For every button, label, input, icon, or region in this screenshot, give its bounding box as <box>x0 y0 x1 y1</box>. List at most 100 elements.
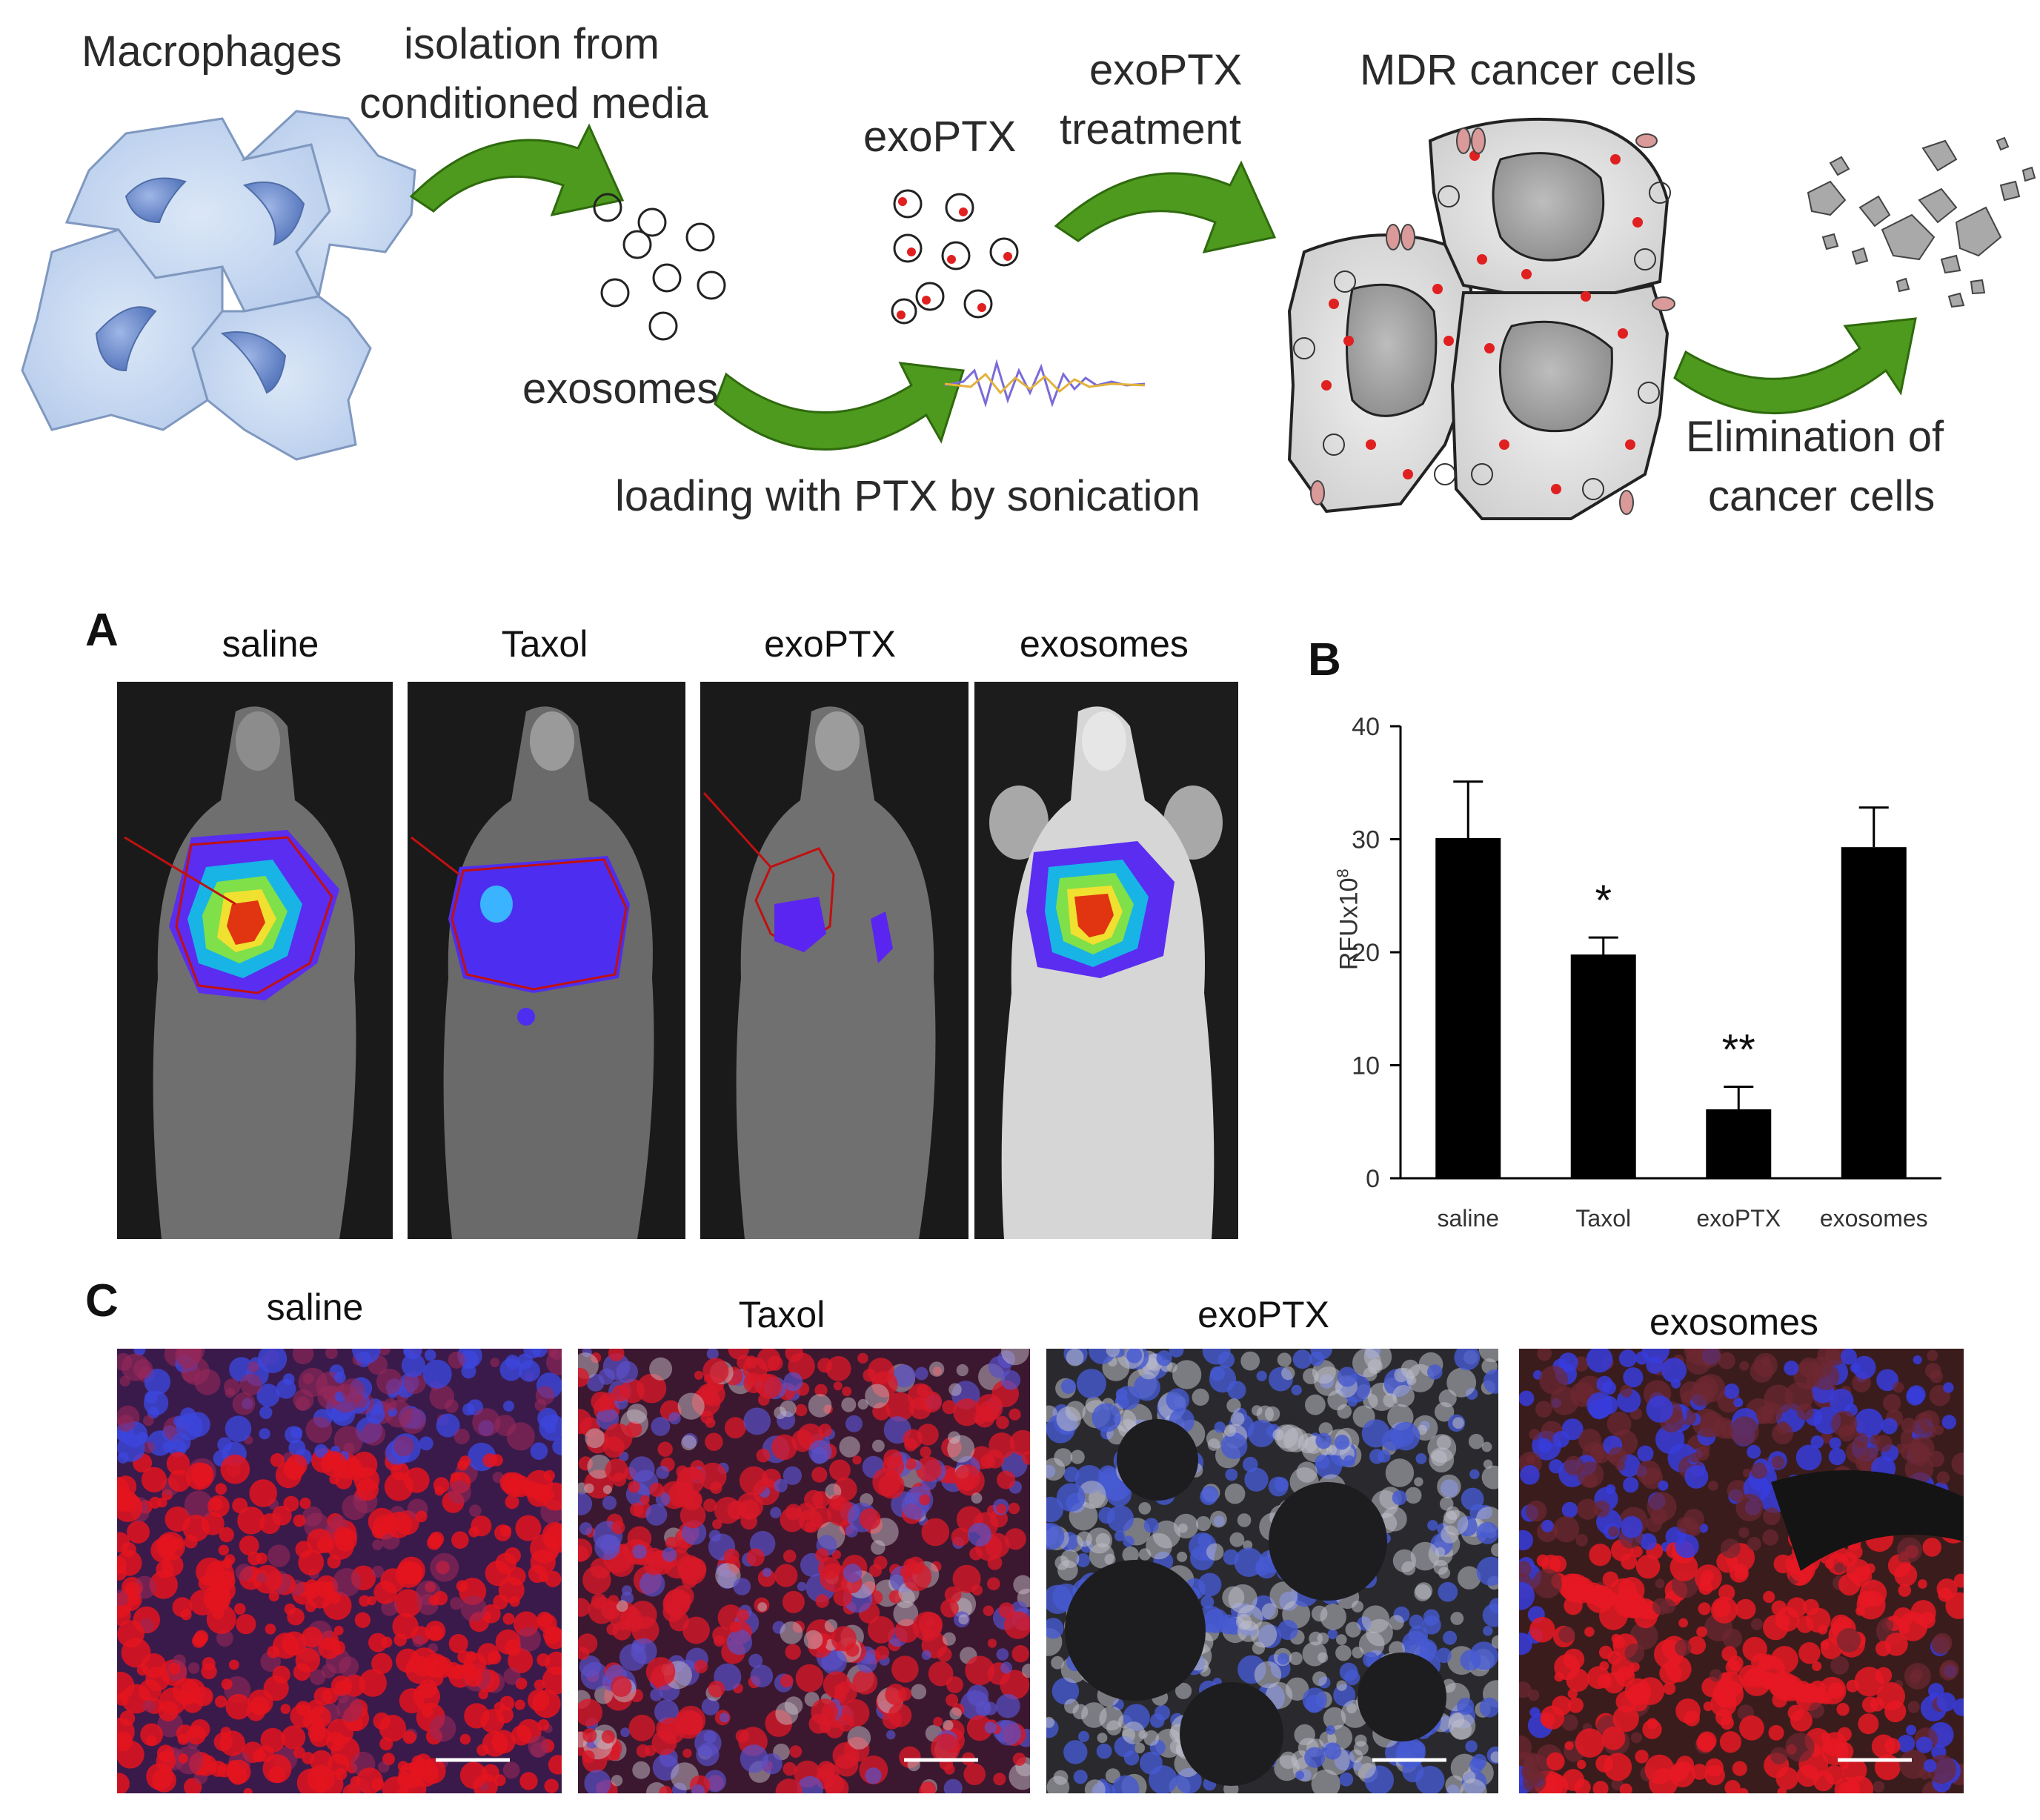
cell-spot <box>616 1600 628 1613</box>
cell-spot <box>1149 1765 1178 1793</box>
cell-spot <box>1382 1507 1407 1532</box>
cell-spot <box>320 1451 347 1477</box>
cell-spot <box>469 1504 482 1517</box>
cell-spot <box>918 1612 943 1637</box>
cell-spot <box>253 1564 282 1594</box>
cell-spot <box>1352 1349 1382 1378</box>
cell-spot <box>1646 1395 1673 1423</box>
cell-spot <box>1214 1421 1226 1433</box>
cell-spot <box>1274 1477 1289 1492</box>
cell-spot <box>843 1564 863 1583</box>
cell-spot <box>1828 1448 1846 1466</box>
cell-spot <box>1840 1349 1857 1365</box>
cell-spot <box>262 1754 292 1784</box>
cell-spot <box>1116 1386 1140 1410</box>
cell-spot <box>1719 1731 1741 1753</box>
cell-spot <box>422 1359 452 1389</box>
sonication-wave <box>944 359 1146 408</box>
cell-spot <box>725 1417 746 1439</box>
cell-spot <box>314 1444 328 1458</box>
cell-spot <box>782 1590 805 1613</box>
cell-spot <box>842 1386 852 1397</box>
cell-spot <box>622 1585 632 1596</box>
cell-spot <box>1697 1374 1726 1403</box>
cell-spot <box>996 1648 1009 1661</box>
cell-spot <box>166 1452 190 1475</box>
cell-spot <box>733 1578 751 1595</box>
cell-spot <box>1855 1606 1866 1616</box>
cell-spot <box>1884 1633 1908 1656</box>
cell-spot <box>1940 1659 1959 1679</box>
cell-spot <box>883 1449 903 1469</box>
cell-spot <box>632 1544 647 1559</box>
cell-spot <box>940 1598 959 1618</box>
cell-spot <box>1827 1682 1844 1699</box>
cell-spot <box>682 1616 710 1644</box>
cell-spot <box>1763 1590 1775 1604</box>
cell-spot <box>191 1463 214 1486</box>
cell-spot <box>611 1775 623 1787</box>
cell-spot <box>1771 1455 1785 1469</box>
cell-spot <box>1943 1382 1954 1393</box>
cell-spot <box>823 1671 851 1699</box>
cell-spot <box>612 1621 632 1641</box>
y-tick-label-4: 40 <box>1352 713 1380 741</box>
cell-spot <box>239 1373 262 1395</box>
bar-exoPTX <box>1706 1109 1772 1178</box>
cell-spot <box>728 1349 749 1360</box>
cell-spot <box>159 1534 179 1555</box>
cell-spot <box>1520 1465 1540 1485</box>
cell-spot <box>272 1665 290 1684</box>
cell-spot <box>914 1366 928 1381</box>
cell-spot <box>1762 1507 1781 1526</box>
cell-spot <box>1578 1429 1601 1452</box>
cell-spot <box>1834 1562 1845 1573</box>
cell-spot <box>543 1469 555 1481</box>
cell-spot <box>1812 1661 1822 1672</box>
cell-spot <box>1669 1553 1698 1581</box>
cell-spot <box>1724 1383 1740 1399</box>
cell-spot <box>650 1688 663 1701</box>
cell-spot <box>1586 1349 1613 1373</box>
cell-spot <box>886 1730 896 1740</box>
cell-spot <box>602 1436 625 1458</box>
cell-spot <box>182 1515 210 1542</box>
cell-spot <box>1345 1621 1361 1638</box>
cell-spot <box>1850 1362 1861 1373</box>
micrograph-texture <box>1519 1349 1964 1793</box>
bar-exosomes <box>1841 847 1907 1178</box>
cell-spot <box>1596 1375 1613 1392</box>
cell-spot <box>1609 1578 1638 1607</box>
alveolar-space <box>1117 1419 1198 1501</box>
cell-spot <box>1630 1732 1643 1744</box>
cell-spot <box>428 1533 443 1549</box>
cell-spot <box>508 1648 534 1673</box>
cell-spot <box>1392 1385 1415 1407</box>
cell-spot <box>1320 1604 1346 1630</box>
cell-spot <box>1859 1579 1887 1607</box>
cell-spot <box>1686 1349 1698 1356</box>
cell-spot <box>133 1359 153 1379</box>
cell-spot <box>678 1557 706 1585</box>
cell-spot <box>228 1659 239 1670</box>
cell-spot <box>971 1492 983 1504</box>
cell-spot <box>1923 1759 1937 1773</box>
cell-spot <box>1684 1710 1700 1727</box>
cell-spot <box>867 1358 894 1385</box>
cell-spot <box>1278 1619 1298 1641</box>
cell-spot <box>293 1747 305 1758</box>
cell-spot <box>545 1651 562 1675</box>
cell-spot <box>433 1591 448 1606</box>
cell-spot <box>1295 1770 1304 1780</box>
cell-spot <box>1156 1350 1172 1366</box>
cell-spot <box>1317 1633 1329 1644</box>
cell-spot <box>1438 1389 1457 1408</box>
cell-spot <box>451 1531 469 1549</box>
panel-a-title-exoptx: exoPTX <box>764 623 896 665</box>
bar-chart: 0 10 20 30 40 saline Taxol * exoPTX ** exosomes <box>1352 713 1941 1232</box>
cell-spot <box>1337 1366 1358 1387</box>
cell-spot <box>1060 1550 1080 1568</box>
cell-spot <box>702 1358 729 1384</box>
cell-spot <box>1747 1444 1761 1459</box>
cell-spot <box>1561 1501 1578 1518</box>
